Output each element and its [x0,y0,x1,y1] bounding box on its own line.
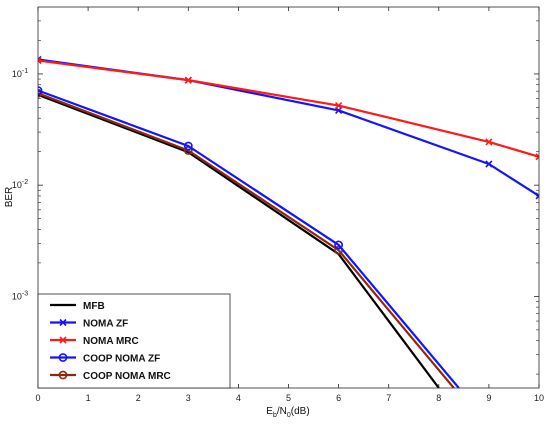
x-tick-label: 7 [386,393,391,403]
legend-label: NOMA MRC [83,336,139,347]
legend-item-coop-noma-mrc: COOP NOMA MRC [50,370,171,382]
legend-item-noma-mrc: NOMA MRC [50,336,139,347]
legend-marker [59,336,67,344]
legend-marker [59,318,67,327]
x-tick-label: 0 [35,393,40,403]
data-point-coop-noma-zf [334,240,343,250]
series-line-coop-noma-zf [38,89,460,388]
x-tick-label: 9 [486,393,491,403]
y-tick-label: 10-3 [12,290,28,301]
legend-label: MFB [83,301,105,312]
legend-item-mfb: MFB [50,301,105,312]
legend-marker [58,353,68,362]
legend-item-coop-noma-zf: COOP NOMA ZF [50,353,160,365]
y-axis-label: BER [4,187,15,208]
x-tick-label: 3 [186,393,191,403]
legend: MFB NOMA ZF NOMA MRC COOP NOMA ZF COOP NOMA … [37,293,231,389]
x-tick-label: 4 [236,393,241,403]
data-point-noma-mrc [335,101,343,110]
legend-label: NOMA ZF [83,319,128,330]
data-point-noma-zf [535,192,539,200]
data-point-noma-mrc [38,56,42,65]
x-tick-label: 2 [136,393,141,403]
legend-label: COOP NOMA ZF [83,354,160,365]
x-tick-label: 8 [436,393,441,403]
data-point-coop-noma-zf [183,141,193,151]
data-point-noma-mrc [184,76,192,84]
legend-marker [58,370,68,380]
legend-item-noma-zf: NOMA ZF [50,319,128,330]
data-point-noma-mrc [485,138,493,146]
series-noma-mrc [38,56,539,161]
x-tick-label: 10 [534,393,544,403]
series-mfb [38,93,440,388]
data-point-noma-zf [485,160,493,168]
y-tick-label: 10-2 [12,179,28,190]
series-line-coop-noma-mrc [38,92,455,388]
series-line-mfb [38,93,440,388]
x-tick-label: 6 [336,393,341,403]
data-point-noma-mrc [535,153,539,161]
legend-label: COOP NOMA MRC [83,371,171,382]
x-tick-label: 1 [86,393,91,403]
y-tick-label: 10-1 [12,68,28,79]
x-tick-label: 5 [286,393,291,403]
x-axis-label: Eb/N0(dB) [266,406,309,419]
